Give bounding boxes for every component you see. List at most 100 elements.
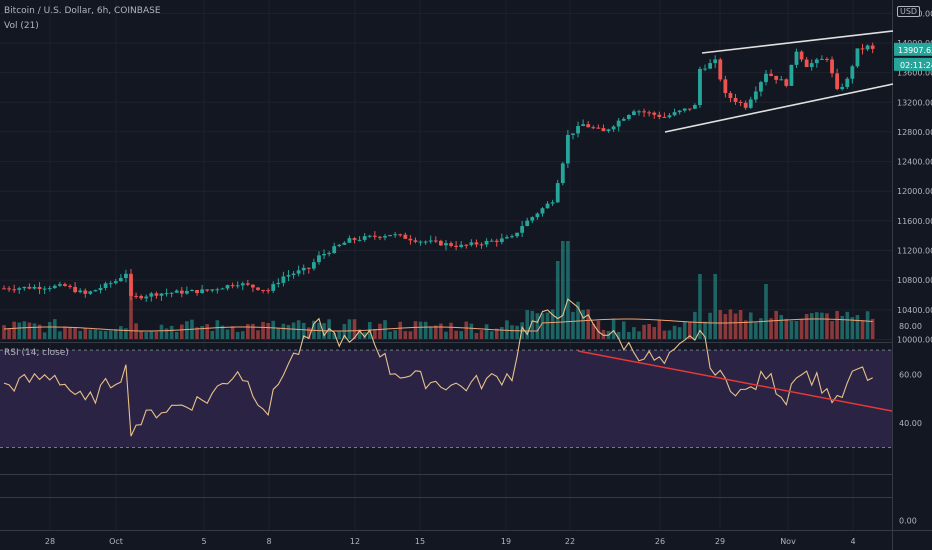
- candle-body: [210, 289, 215, 291]
- time-tick-label: 8: [266, 537, 271, 546]
- candle-body: [657, 114, 662, 117]
- volume-bar: [286, 324, 291, 339]
- volume-bar: [723, 314, 728, 339]
- volume-bar: [413, 321, 418, 339]
- price-tick-label: 13200.00: [897, 98, 932, 107]
- candle-body: [134, 295, 138, 297]
- candle-body: [220, 288, 225, 290]
- volume-bar: [728, 309, 733, 339]
- volume-bar: [566, 241, 570, 339]
- volume-bar: [840, 315, 844, 339]
- candle-body: [626, 114, 631, 119]
- volume-bar: [195, 327, 199, 339]
- volume-bar: [373, 329, 377, 339]
- candle-body: [93, 290, 98, 292]
- currency-badge[interactable]: USD: [897, 6, 921, 17]
- volume-bar: [850, 317, 855, 339]
- candle-body: [63, 284, 67, 286]
- candle-body: [12, 289, 17, 291]
- candle-body: [388, 234, 392, 237]
- candle-body: [764, 73, 768, 83]
- volume-bar: [332, 332, 336, 339]
- candle-body: [235, 285, 240, 287]
- candle-body: [205, 289, 210, 291]
- volume-bar: [78, 330, 82, 339]
- candle-body: [7, 288, 11, 290]
- candle-body: [83, 290, 88, 294]
- rsi-tick-label: 60.00: [899, 370, 922, 379]
- time-tick-label: 4: [850, 537, 855, 546]
- volume-bar: [494, 328, 499, 339]
- time-tick-label: 29: [715, 537, 725, 546]
- volume-bar: [784, 318, 789, 339]
- candle-body: [794, 51, 799, 65]
- candle-body: [367, 235, 372, 237]
- volume-bar: [205, 324, 209, 339]
- candle-body: [266, 290, 271, 292]
- candle-body: [32, 286, 37, 289]
- candle-body: [779, 79, 784, 81]
- volume-bar: [129, 289, 133, 339]
- rsi-line: [3, 298, 873, 437]
- volume-bar: [32, 323, 37, 339]
- volume-bar: [581, 310, 585, 339]
- candle-body: [601, 128, 606, 132]
- candle-body: [408, 238, 413, 241]
- volume-bar: [642, 324, 646, 339]
- volume-bar: [398, 321, 403, 339]
- volume-bar: [667, 330, 672, 339]
- volume-bar: [47, 321, 52, 339]
- volume-bar: [540, 313, 545, 339]
- price-tick-label: 12800.00: [897, 128, 932, 137]
- volume-bar: [469, 323, 474, 339]
- candle-body: [113, 281, 118, 284]
- price-tick-label: 13600.00: [897, 69, 932, 78]
- volume-bar: [357, 329, 362, 339]
- candle-body: [687, 108, 692, 110]
- candle-body: [413, 240, 418, 242]
- candle-body: [769, 73, 773, 76]
- volume-bar: [627, 332, 631, 339]
- volume-bar: [98, 330, 103, 339]
- volume-bar: [748, 312, 753, 339]
- volume-bar: [733, 313, 738, 339]
- candle-body: [347, 238, 352, 243]
- candle-body: [169, 292, 174, 294]
- candle-body: [642, 111, 646, 113]
- volume-bar: [779, 315, 784, 339]
- time-tick-label: 22: [565, 537, 575, 546]
- candle-body: [489, 240, 494, 242]
- candle-body: [494, 240, 499, 242]
- time-tick-label: 12: [350, 537, 360, 546]
- volume-bar: [769, 318, 773, 339]
- last-price-badge: [894, 42, 932, 56]
- volume-bar: [632, 327, 636, 339]
- candle-body: [454, 245, 459, 247]
- candle-body: [743, 102, 748, 108]
- volume-bar: [601, 329, 606, 339]
- volume-bar: [42, 332, 47, 339]
- candle-body: [78, 290, 83, 293]
- volume-bar: [616, 331, 621, 339]
- wedge-upper-trendline: [701, 30, 894, 54]
- candle-body: [677, 110, 682, 113]
- candle-body: [713, 59, 718, 64]
- volume-bar: [53, 319, 57, 339]
- volume-bar: [200, 325, 204, 339]
- volume-bar: [489, 331, 494, 339]
- volume-bar: [555, 261, 560, 339]
- volume-bar: [119, 326, 123, 339]
- candle-body: [144, 296, 149, 299]
- candle-body: [718, 59, 723, 80]
- price-tick-label: 10400.00: [897, 306, 932, 315]
- volume-bar: [408, 331, 413, 339]
- volume-bar: [815, 312, 819, 339]
- volume-bar: [388, 331, 392, 339]
- candle-body: [22, 286, 27, 289]
- volume-bar: [682, 321, 687, 339]
- candle-body: [342, 242, 347, 245]
- volume-bar: [347, 319, 352, 339]
- candle-body: [647, 112, 652, 114]
- volume-bar: [550, 309, 555, 339]
